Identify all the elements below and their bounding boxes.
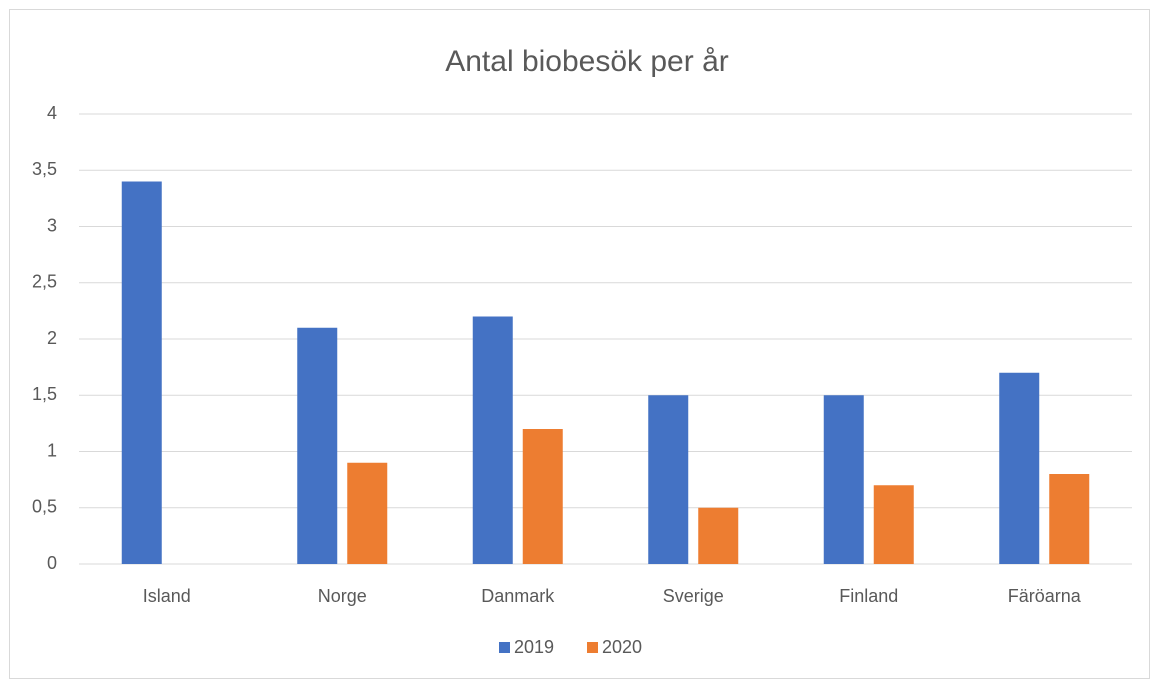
bar [698, 507, 739, 564]
bar [472, 316, 513, 564]
legend-swatch [499, 642, 510, 653]
x-tick-label: Finland [839, 586, 898, 606]
x-tick-label: Norge [318, 586, 367, 606]
y-tick-label: 0 [47, 553, 57, 573]
x-tick-label: Island [143, 586, 191, 606]
y-tick-label: 3 [47, 215, 57, 235]
x-tick-label: Färöarna [1008, 586, 1082, 606]
y-tick-label: 3,5 [32, 159, 57, 179]
y-tick-label: 4 [47, 103, 57, 123]
x-tick-label: Danmark [481, 586, 555, 606]
bar [648, 395, 689, 564]
bar [522, 429, 563, 564]
legend-label: 2020 [602, 637, 642, 657]
bar [1049, 474, 1090, 564]
y-tick-label: 1,5 [32, 384, 57, 404]
bar [873, 485, 914, 564]
legend-swatch [587, 642, 598, 653]
bar [999, 372, 1040, 564]
bar [297, 327, 338, 564]
chart-border [9, 9, 1150, 679]
bar [347, 462, 388, 564]
bar [121, 181, 162, 564]
y-tick-label: 1 [47, 440, 57, 460]
y-tick-label: 0,5 [32, 497, 57, 517]
bar [823, 395, 864, 564]
y-tick-label: 2,5 [32, 272, 57, 292]
y-tick-label: 2 [47, 328, 57, 348]
chart-title: Antal biobesök per år [445, 45, 729, 78]
legend-label: 2019 [514, 637, 554, 657]
x-tick-label: Sverige [663, 586, 724, 606]
